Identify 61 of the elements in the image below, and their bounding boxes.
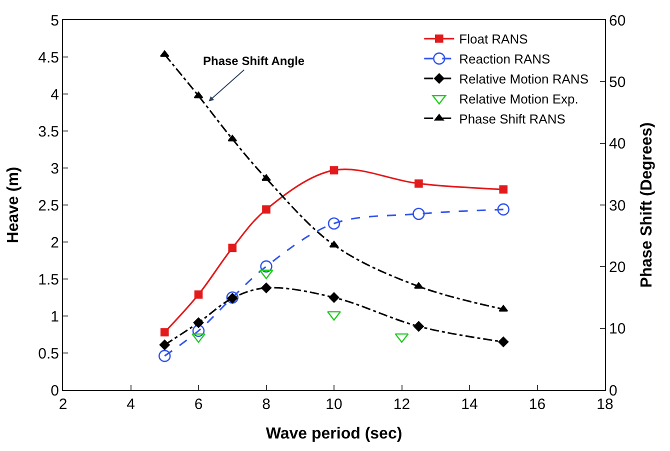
point bbox=[498, 305, 508, 312]
y2-tick-label: 30 bbox=[609, 197, 626, 214]
y2-tick-label: 20 bbox=[609, 258, 626, 276]
y-tick-label: 4 bbox=[50, 86, 59, 104]
point bbox=[414, 179, 423, 188]
y-axis-title: Heave (m) bbox=[5, 166, 22, 244]
legend-label: Relative Motion RANS bbox=[459, 72, 589, 87]
legend-label: Float RANS bbox=[459, 32, 528, 47]
x-tick-label: 12 bbox=[393, 396, 410, 413]
y2-tick-label: 40 bbox=[609, 136, 626, 153]
y-tick-label: 0.5 bbox=[38, 345, 59, 362]
y2-tick-label: 10 bbox=[609, 320, 626, 338]
point bbox=[412, 208, 425, 220]
y2-tick-label: 50 bbox=[609, 74, 626, 91]
x-tick-label: 10 bbox=[326, 396, 342, 413]
point bbox=[261, 282, 272, 294]
x-axis-title: Wave period (sec) bbox=[266, 426, 402, 443]
y-tick-label: 2 bbox=[50, 234, 59, 252]
point bbox=[330, 166, 338, 174]
legend-label: Reaction RANS bbox=[459, 52, 551, 67]
point bbox=[159, 340, 170, 350]
point bbox=[228, 244, 237, 252]
legend-label: Relative Motion Exp. bbox=[459, 91, 578, 106]
y2-tick-label: 60 bbox=[609, 12, 626, 30]
y-tick-label: 3 bbox=[50, 160, 59, 178]
x-tick-label: 14 bbox=[461, 396, 478, 413]
x-tick-label: 4 bbox=[126, 396, 135, 413]
point bbox=[160, 50, 170, 57]
x-tick-label: 16 bbox=[528, 396, 546, 413]
y-tick-label: 1 bbox=[50, 308, 59, 326]
point bbox=[192, 333, 206, 343]
y-tick-label: 2.5 bbox=[38, 197, 59, 214]
y2-axis-title: Phase Shift (Degrees) bbox=[638, 122, 656, 288]
point bbox=[160, 328, 169, 336]
point bbox=[327, 311, 341, 321]
point bbox=[158, 350, 171, 362]
point bbox=[328, 217, 340, 230]
point bbox=[194, 92, 204, 98]
legend-label: Phase Shift RANS bbox=[459, 111, 566, 126]
y-tick-label: 0 bbox=[50, 382, 59, 400]
point bbox=[328, 292, 340, 303]
y-tick-label: 4.5 bbox=[38, 49, 59, 66]
annotation: Phase Shift Angle bbox=[203, 54, 305, 68]
y-tick-label: 1.5 bbox=[38, 271, 59, 288]
point bbox=[413, 321, 424, 332]
point bbox=[329, 240, 339, 248]
y-tick-label: 3.5 bbox=[38, 123, 59, 140]
point bbox=[192, 324, 205, 337]
point bbox=[260, 260, 272, 273]
x-tick-label: 8 bbox=[262, 396, 270, 413]
point bbox=[228, 134, 238, 142]
point bbox=[262, 205, 270, 214]
y-tick-label: 5 bbox=[50, 12, 59, 30]
x-tick-label: 6 bbox=[194, 396, 203, 413]
point bbox=[497, 203, 510, 216]
point bbox=[498, 336, 509, 348]
point bbox=[193, 317, 204, 328]
point bbox=[194, 290, 203, 299]
point bbox=[414, 282, 424, 289]
point bbox=[499, 185, 508, 194]
point bbox=[262, 174, 271, 181]
